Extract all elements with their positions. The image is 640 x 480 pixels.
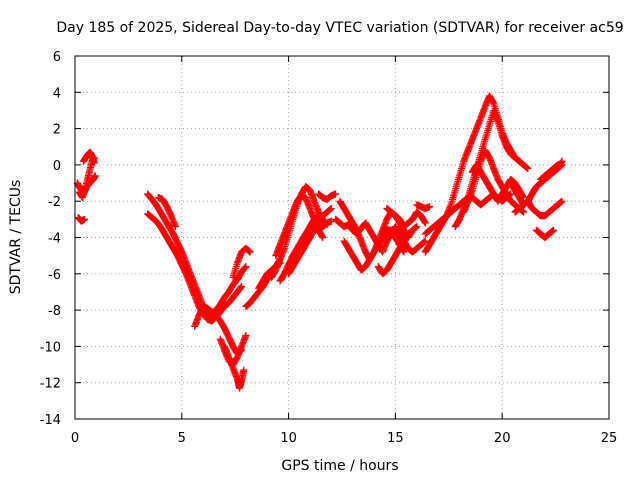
data-point [91, 172, 99, 180]
data-point [549, 226, 557, 234]
data-point [242, 332, 250, 340]
data-point [524, 165, 532, 173]
series-Q [285, 204, 335, 278]
y-tick-labels: -14 -12 -10 -8 -6 -4 -2 0 2 4 6 [40, 50, 61, 428]
data-point [242, 263, 250, 271]
series-W [374, 223, 421, 278]
data-point [90, 159, 98, 167]
x-tick-label: 0 [71, 431, 79, 446]
y-axis-label: SDTVAR / TECUs [8, 180, 24, 295]
data-point [421, 219, 429, 227]
series-H [191, 302, 246, 358]
data-point [520, 208, 528, 216]
y-tick-label: -6 [48, 268, 61, 283]
y-tick-label: -10 [40, 340, 61, 355]
series-AG [524, 197, 566, 220]
data-point [246, 248, 254, 256]
data-point [558, 157, 566, 165]
axis-ticks [74, 55, 610, 420]
x-tick-label: 10 [280, 431, 297, 446]
x-axis-label: GPS time / hours [281, 458, 398, 474]
y-tick-label: -14 [40, 413, 61, 428]
chart-title: Day 185 of 2025, Sidereal Day-to-day VTE… [56, 20, 623, 36]
data-point [515, 157, 523, 165]
series-X [383, 204, 429, 231]
x-tick-label: 20 [494, 431, 511, 446]
data-point [421, 237, 429, 245]
series-S [315, 217, 335, 234]
grid-lines [75, 56, 609, 419]
data-point [507, 190, 515, 198]
data-point [319, 234, 327, 241]
series-T [332, 215, 429, 256]
x-tick-labels: 0 5 10 15 20 25 [71, 431, 617, 446]
series-K [229, 244, 254, 281]
data-markers [73, 92, 566, 392]
y-tick-label: 6 [53, 50, 61, 65]
data-point [426, 203, 434, 211]
data-point [238, 283, 246, 291]
data-point [81, 215, 89, 223]
data-point [332, 190, 340, 198]
y-tick-label: 0 [53, 159, 61, 174]
series-R [315, 190, 340, 203]
data-point [327, 204, 335, 212]
data-point [554, 161, 562, 169]
y-tick-label: 2 [53, 123, 61, 138]
series-F [144, 210, 246, 325]
data-point [171, 223, 179, 231]
x-tick-label: 5 [178, 431, 186, 446]
y-tick-label: -8 [48, 304, 61, 319]
y-tick-label: 4 [53, 86, 61, 101]
data-point [327, 217, 335, 225]
y-tick-label: -4 [48, 232, 61, 247]
series-D [74, 214, 89, 225]
data-point [558, 197, 566, 205]
series-G [154, 194, 179, 231]
y-tick-label: -2 [48, 195, 61, 210]
series-J [221, 342, 248, 392]
x-tick-label: 25 [601, 431, 618, 446]
data-point [413, 223, 421, 231]
y-tick-label: -12 [40, 377, 61, 392]
series-AH [532, 226, 557, 241]
data-point [240, 366, 248, 374]
series-AI [537, 161, 562, 183]
series-C [80, 148, 98, 167]
series-AC [413, 201, 434, 212]
x-tick-label: 15 [387, 431, 404, 446]
data-point [400, 248, 408, 256]
